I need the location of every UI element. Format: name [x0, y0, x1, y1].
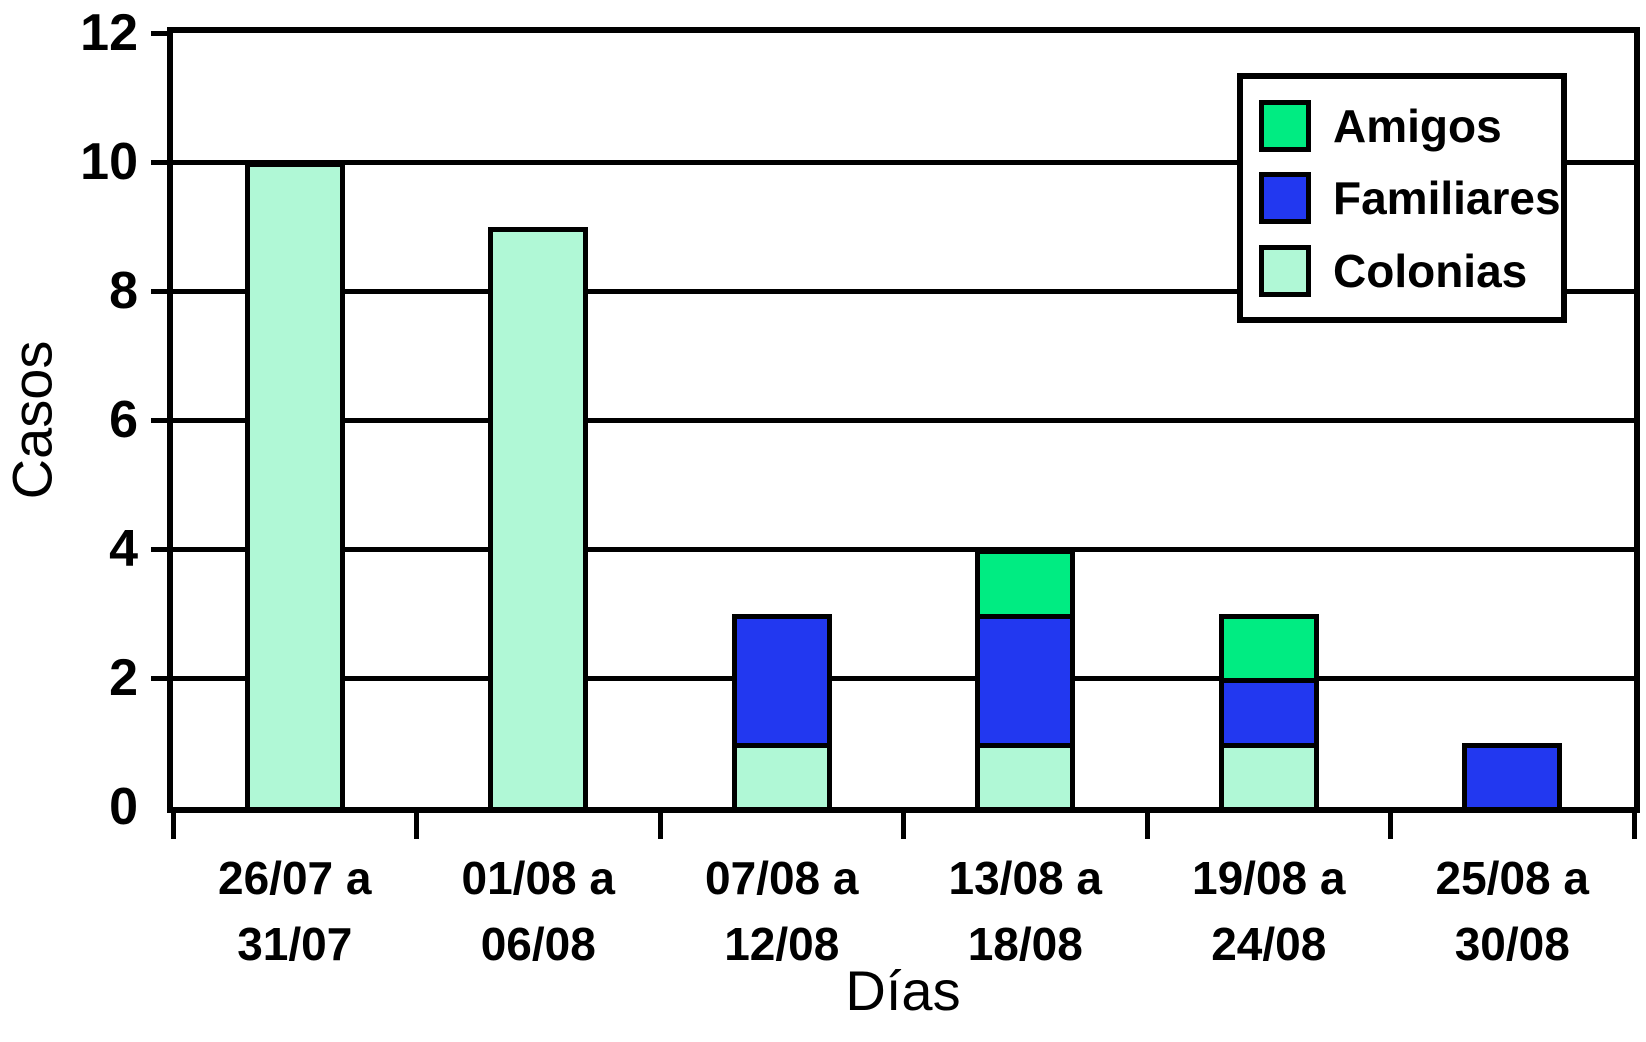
bar-segment-familiares: [975, 613, 1076, 748]
y-tick-2: [151, 675, 167, 681]
bar-segment-familiares: [1462, 742, 1563, 812]
y-tick-8: [151, 288, 167, 294]
bar-segment-colonias: [731, 742, 832, 812]
bar-segment-colonias: [488, 226, 589, 812]
x-category-label-line1: 07/08 a: [705, 852, 859, 904]
x-tick-3: [901, 807, 906, 839]
legend-label-colonias: Colonias: [1333, 244, 1528, 297]
x-category-label-line1: 01/08 a: [461, 852, 615, 904]
y-tick-6: [151, 417, 167, 423]
bar-segment-familiares: [1218, 678, 1319, 748]
gridline-4: [173, 546, 1634, 552]
x-category-label-line1: 19/08 a: [1192, 852, 1346, 904]
y-tick-label-8: 8: [109, 262, 138, 320]
x-category-label-line2: 18/08: [967, 918, 1083, 970]
x-category-label-line2: 06/08: [480, 918, 596, 970]
bar-segment-colonias: [244, 162, 345, 812]
legend-swatch-familiares: [1259, 172, 1311, 224]
x-category-label: 01/08 a 06/08: [417, 845, 661, 977]
x-tick-1: [414, 807, 419, 839]
gridline-8: [173, 288, 1634, 294]
bar-segment-colonias: [1218, 742, 1319, 812]
y-tick-label-6: 6: [109, 391, 138, 449]
bar-segment-amigos: [975, 549, 1076, 619]
legend-label-familiares: Familiares: [1333, 172, 1561, 224]
bar-segment-colonias: [975, 742, 1076, 812]
x-category-label-line2: 31/07: [237, 918, 353, 970]
x-tick-0: [170, 807, 176, 839]
legend: Amigos Familiares Colonias: [1237, 73, 1567, 323]
x-category-label: 26/07 a 31/07: [173, 845, 417, 977]
legend-item-amigos: Amigos: [1259, 99, 1561, 152]
x-category-label-line2: 24/08: [1211, 918, 1327, 970]
x-category-label: 19/08 a 24/08: [1147, 845, 1391, 977]
x-category-label-line1: 13/08 a: [948, 852, 1102, 904]
bar-segment-familiares: [731, 613, 832, 748]
legend-swatch-amigos: [1259, 99, 1311, 152]
y-tick-label-12: 12: [80, 4, 138, 62]
x-category-label-line1: 25/08 a: [1435, 852, 1589, 904]
y-tick-10: [151, 159, 167, 165]
gridline-6: [173, 417, 1634, 423]
y-tick-label-0: 0: [109, 778, 138, 836]
x-tick-2: [657, 807, 663, 839]
y-tick-label-2: 2: [109, 649, 138, 707]
y-tick-label-4: 4: [109, 520, 138, 578]
legend-swatch-colonias: [1259, 244, 1311, 297]
legend-item-familiares: Familiares: [1259, 172, 1561, 224]
x-category-label-line2: 12/08: [724, 918, 840, 970]
x-tick-5: [1388, 807, 1393, 839]
y-axis-title: Casos: [0, 340, 64, 500]
x-category-label: 13/08 a 18/08: [904, 845, 1148, 977]
legend-item-colonias: Colonias: [1259, 244, 1561, 297]
bar-segment-amigos: [1218, 613, 1319, 683]
gridline-10: [173, 159, 1634, 165]
gridline-2: [173, 675, 1634, 681]
x-axis-title: Días: [845, 959, 961, 1022]
y-tick-4: [151, 546, 167, 552]
y-tick-label-10: 10: [80, 133, 138, 191]
x-category-label-line2: 30/08: [1454, 918, 1570, 970]
x-category-label: 07/08 a 12/08: [660, 845, 904, 977]
x-category-label: 25/08 a 30/08: [1391, 845, 1635, 977]
legend-label-amigos: Amigos: [1333, 99, 1502, 152]
x-category-label-line1: 26/07 a: [218, 852, 372, 904]
x-tick-6: [1631, 807, 1637, 839]
y-tick-12: [151, 30, 167, 36]
x-tick-4: [1144, 807, 1150, 839]
